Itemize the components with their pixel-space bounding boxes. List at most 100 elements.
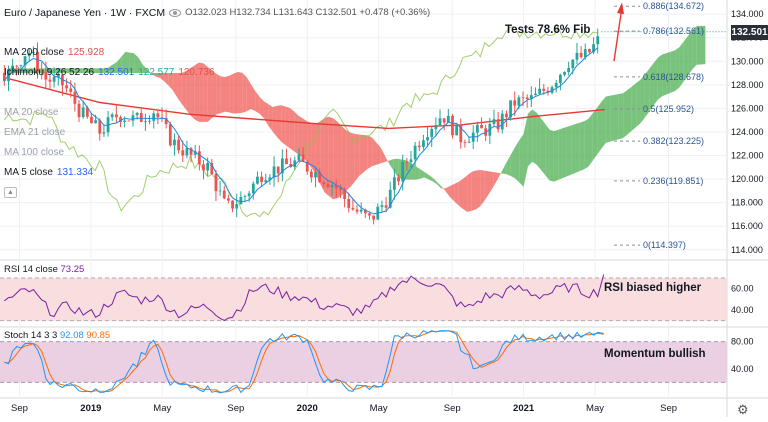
candle-body (69, 88, 73, 92)
ichimoku-cloud-segment (450, 183, 455, 202)
ichimoku-cloud-segment (696, 25, 702, 65)
ichimoku-cloud-segment (523, 113, 528, 187)
candle-body (110, 114, 114, 118)
candle-body (588, 49, 591, 53)
candle-body (467, 141, 471, 143)
candle-body (239, 197, 243, 205)
ichimoku-label[interactable]: Ichimoku 9 26 52 26 (4, 67, 95, 78)
candle-body (48, 79, 52, 82)
eye-icon[interactable] (169, 9, 182, 17)
candle-body (343, 190, 346, 199)
candle-body (214, 173, 218, 192)
ichimoku-cloud-segment (246, 77, 251, 112)
ichimoku-cloud-segment (527, 109, 533, 167)
ichimoku-cloud-segment (129, 52, 135, 74)
candle-body (56, 74, 60, 77)
ichimoku-cloud-segment (250, 84, 256, 112)
candle-body (23, 56, 27, 66)
ma-200-label[interactable]: MA 200 close (4, 47, 65, 58)
candle-body (388, 189, 392, 208)
candle-body (268, 177, 272, 181)
ichimoku-cloud-segment (701, 25, 706, 65)
ma-20-label[interactable]: MA 20 close (4, 107, 59, 118)
ichimoku-cloud-segment (160, 73, 165, 82)
rsi-panel-label: RSI 14 close 73.25 (4, 264, 84, 275)
ichimoku-cloud-segment (212, 70, 217, 119)
candle-body (571, 59, 575, 68)
ichimoku-value-2: 122.577 (138, 67, 175, 78)
last-price-badge: 132.501 (731, 25, 768, 40)
ema-21-label[interactable]: EMA 21 close (4, 127, 66, 138)
ichimoku-cloud-segment (199, 62, 204, 122)
candle-body (173, 139, 176, 146)
candle-body (438, 118, 442, 126)
ichimoku-cloud-segment (108, 64, 113, 74)
ichimoku-cloud-segment (147, 69, 152, 74)
candle-body (272, 166, 276, 178)
ichimoku-cloud-segment (225, 75, 230, 113)
candle-body (231, 200, 234, 209)
candle-body (197, 151, 201, 165)
ichimoku-cloud-segment (510, 147, 515, 179)
ichimoku-cloud-segment (657, 54, 663, 100)
fib-level-label: 0.786(132.561) (643, 26, 704, 36)
gear-icon[interactable]: ⚙ (737, 402, 749, 417)
ichimoku-cloud-segment (134, 53, 139, 74)
ichimoku-cloud-segment (173, 73, 178, 98)
rsi-y-tick: 40.00 (731, 305, 754, 315)
candle-body (372, 215, 376, 220)
ichimoku-cloud-segment (488, 171, 494, 194)
ichimoku-cloud-segment (614, 93, 619, 141)
candle-body (355, 209, 359, 212)
ichimoku-cloud-segment (367, 135, 373, 169)
candle-body (405, 162, 409, 163)
ichimoku-cloud-segment (25, 68, 31, 74)
candle-body (181, 150, 185, 156)
candle-body (280, 158, 284, 174)
candle-body (583, 49, 587, 58)
ichimoku-cloud-segment (519, 133, 524, 187)
candle-body (347, 198, 351, 208)
ichimoku-cloud-segment (666, 51, 671, 95)
y-tick-label: 134.000 (731, 9, 764, 19)
ichimoku-cloud-segment (242, 72, 247, 113)
ichimoku-cloud-segment (350, 132, 355, 187)
stoch-k-value: 92.08 (60, 330, 84, 341)
candle-body (563, 72, 566, 75)
candle-body (36, 51, 39, 72)
ichimoku-cloud-segment (281, 105, 286, 146)
candle-body (596, 36, 600, 45)
ichimoku-value-1: 132.501 (98, 67, 135, 78)
chevron-up-icon[interactable]: ▲ (4, 187, 17, 198)
candle-body (592, 44, 595, 53)
candle-body (322, 182, 326, 185)
candle-body (139, 112, 143, 122)
ichimoku-cloud-segment (363, 135, 368, 173)
ichimoku-cloud-segment (441, 186, 446, 192)
candle-body (247, 193, 251, 197)
x-tick-label: 2019 (80, 403, 101, 414)
ichimoku-cloud-segment (506, 154, 511, 176)
ichimoku-cloud-segment (675, 47, 680, 91)
ichimoku-cloud-segment (125, 51, 130, 74)
candle-body (509, 100, 512, 118)
candle-body (193, 151, 197, 155)
candle-body (210, 163, 214, 174)
ichimoku-cloud-segment (389, 159, 394, 171)
ichimoku-cloud-segment (579, 121, 585, 172)
ma-100-label[interactable]: MA 100 close (4, 147, 65, 158)
candle-body (459, 124, 463, 143)
candle-body (156, 113, 160, 118)
ichimoku-cloud-segment (545, 123, 550, 181)
candle-body (397, 177, 400, 182)
rsi-band (0, 278, 727, 321)
ichimoku-cloud-segment (155, 73, 161, 78)
ichimoku-cloud-segment (30, 68, 35, 74)
ichimoku-cloud-segment (549, 129, 554, 182)
ichimoku-cloud-segment (424, 171, 429, 180)
ichimoku-cloud-segment (151, 73, 156, 77)
candle-body (488, 123, 492, 136)
ma-5-label[interactable]: MA 5 close (4, 167, 53, 178)
ichimoku-cloud-segment (627, 86, 632, 135)
